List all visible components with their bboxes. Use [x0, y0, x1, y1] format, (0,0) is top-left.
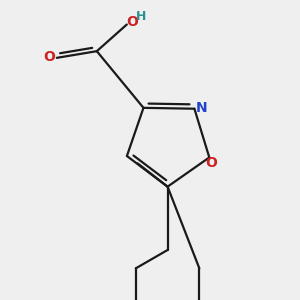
Text: O: O — [205, 156, 217, 170]
Text: H: H — [136, 10, 147, 23]
Text: O: O — [127, 15, 138, 29]
Text: N: N — [196, 101, 208, 115]
Text: O: O — [44, 50, 56, 64]
